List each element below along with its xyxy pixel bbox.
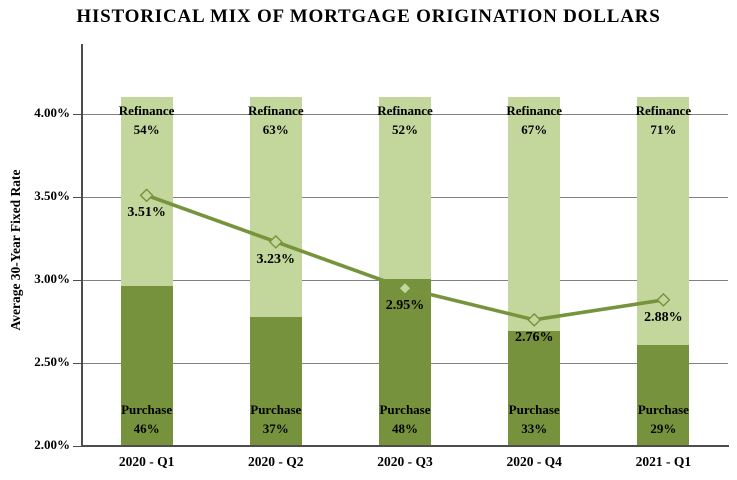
x-category-label: 2020 - Q1	[118, 454, 175, 469]
purchase-label-name: Purchase	[250, 402, 302, 417]
gridline	[82, 114, 728, 115]
y-tick-label: 2.00%	[34, 437, 70, 452]
refinance-bar-label: Refinance 67%	[469, 101, 599, 139]
purchase-label-name: Purchase	[637, 402, 689, 417]
refinance-label-value: 71%	[650, 122, 677, 137]
purchase-bar-segment	[637, 344, 690, 446]
refinance-label-value: 63%	[262, 122, 289, 137]
purchase-label-value: 37%	[262, 421, 289, 436]
x-category-label: 2021 - Q1	[635, 454, 692, 469]
rate-value-label: 2.95%	[385, 298, 425, 314]
chart-title: HISTORICAL MIX OF MORTGAGE ORIGINATION D…	[76, 6, 661, 27]
rate-value-label: 3.51%	[127, 205, 166, 221]
y-tick-label: 3.00%	[34, 271, 70, 286]
refinance-bar-label: Refinance 54%	[82, 101, 212, 139]
x-category-label: 2020 - Q4	[506, 454, 562, 469]
y-tick-mark	[73, 363, 81, 364]
purchase-bar-label: Purchase 48%	[340, 400, 470, 438]
rate-value-label: 3.23%	[256, 251, 296, 267]
x-category-label: 2020 - Q3	[377, 454, 433, 469]
refinance-label-name: Refinance	[506, 103, 562, 118]
purchase-bar-label: Purchase 46%	[82, 400, 212, 438]
refinance-label-name: Refinance	[377, 103, 433, 118]
refinance-label-value: 52%	[392, 122, 418, 137]
purchase-label-name: Purchase	[121, 402, 173, 417]
refinance-label-name: Refinance	[247, 103, 304, 118]
purchase-label-value: 46%	[133, 421, 160, 436]
purchase-label-value: 33%	[521, 421, 548, 436]
y-tick-mark	[73, 446, 81, 447]
y-axis-line	[81, 44, 83, 447]
purchase-bar-label: Purchase 29%	[598, 400, 728, 438]
x-category-label: 2020 - Q2	[248, 454, 304, 469]
refinance-bar-label: Refinance 71%	[598, 101, 728, 139]
purchase-label-name: Purchase	[508, 402, 560, 417]
y-tick-mark	[73, 280, 81, 281]
refinance-label-name: Refinance	[635, 103, 692, 118]
purchase-bar-label: Purchase 37%	[211, 400, 341, 438]
y-tick-label: 4.00%	[34, 105, 70, 120]
purchase-label-value: 48%	[392, 421, 418, 436]
y-tick-mark	[73, 197, 81, 198]
purchase-bar-label: Purchase 33%	[469, 400, 599, 438]
y-tick-label: 3.50%	[34, 188, 70, 203]
rate-value-label: 2.88%	[644, 309, 683, 325]
rate-value-label: 2.76%	[514, 329, 554, 345]
purchase-bar-segment	[249, 317, 302, 446]
y-tick-label: 2.50%	[34, 354, 70, 369]
refinance-bar-label: Refinance 63%	[211, 101, 341, 139]
purchase-label-name: Purchase	[379, 402, 431, 417]
y-tick-mark	[73, 114, 81, 115]
refinance-bar-label: Refinance 52%	[340, 101, 470, 139]
x-axis-line	[81, 445, 729, 447]
purchase-bar-segment	[508, 330, 561, 446]
refinance-label-value: 54%	[133, 122, 160, 137]
purchase-label-value: 29%	[650, 421, 677, 436]
refinance-label-value: 67%	[521, 122, 548, 137]
refinance-label-name: Refinance	[118, 103, 175, 118]
